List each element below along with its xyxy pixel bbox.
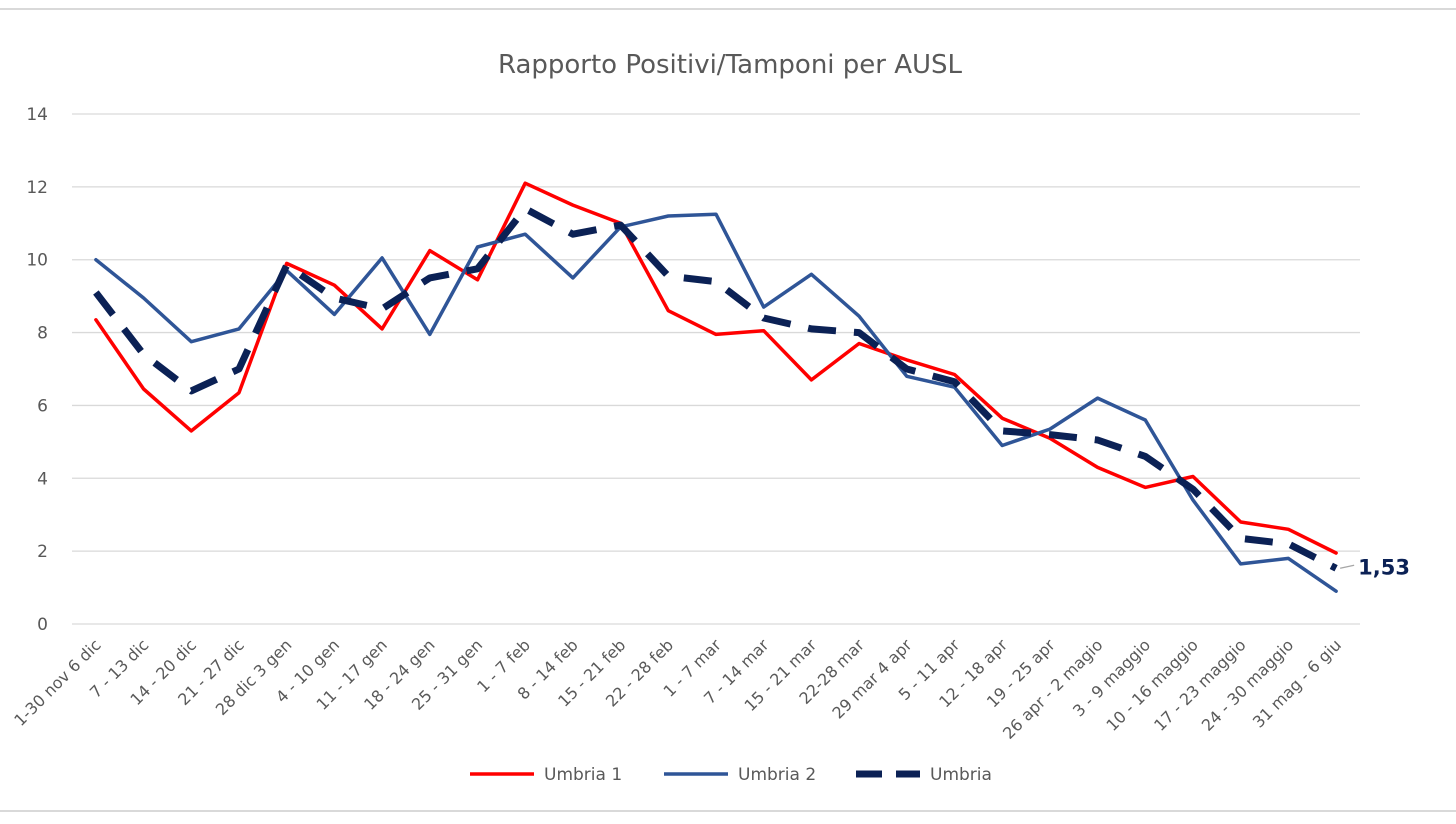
series-line-umbria-2: [94, 212, 1338, 593]
chart-title: Rapporto Positivi/Tamponi per AUSL: [498, 50, 963, 80]
legend-label: Umbria 1: [544, 765, 622, 785]
y-tick-label: 14: [26, 105, 48, 125]
legend-label: Umbria: [930, 765, 992, 785]
y-tick-label: 12: [26, 178, 48, 198]
series-lines: [93, 181, 1338, 593]
series-line-umbria-1: [94, 181, 1338, 555]
y-tick-label: 0: [37, 615, 48, 635]
y-tick-label: 10: [26, 251, 48, 271]
chart-frame: Rapporto Positivi/Tamponi per AUSL 0 2 4 6 8…: [0, 8, 1456, 812]
y-tick-label: 8: [37, 324, 48, 344]
y-tick-label: 2: [37, 542, 48, 562]
legend: Umbria 1 Umbria 2 Umbria: [470, 765, 992, 785]
y-tick-label: 4: [37, 469, 48, 489]
annotations: 1,53: [1340, 555, 1410, 579]
series-line-umbria: [93, 205, 1338, 572]
y-axis-ticks: 0 2 4 6 8 10 12 14: [26, 105, 48, 635]
grid-lines: [72, 113, 1360, 625]
y-tick-label: 6: [37, 396, 48, 416]
line-chart: Rapporto Positivi/Tamponi per AUSL 0 2 4 6 8…: [10, 50, 1410, 785]
data-label: 1,53: [1358, 555, 1410, 579]
x-tick-label: 31 mag - 6 giu: [1249, 635, 1345, 731]
legend-label: Umbria 2: [738, 765, 816, 785]
data-label-leader: [1340, 564, 1355, 569]
